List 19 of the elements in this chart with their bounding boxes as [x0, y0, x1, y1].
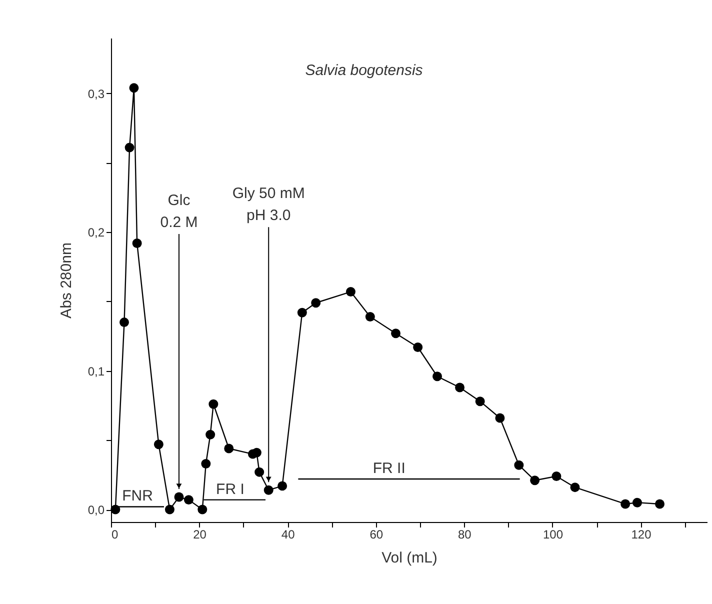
annotation: Gly 50 mM pH 3.0 — [232, 185, 305, 224]
annotation: FR II — [372, 460, 406, 478]
x-tick-label: 40 — [281, 528, 296, 542]
x-tick-label: 100 — [542, 528, 564, 542]
y-axis-title: Abs 280nm — [58, 242, 75, 318]
y-tick-label: 0,0 — [88, 503, 105, 518]
annotation: FR I — [216, 480, 244, 498]
y-tick-label: 0,2 — [88, 226, 105, 240]
y-tick-label: 0,1 — [88, 364, 105, 378]
x-tick-label: 20 — [193, 528, 207, 542]
y-tick-label: 0,3 — [88, 86, 105, 101]
x-tick-label: 80 — [458, 528, 472, 542]
text: Salvia bogotensis — [305, 62, 424, 79]
x-axis-title: Vol (mL) — [382, 550, 438, 566]
x-tick-label: 120 — [631, 528, 652, 542]
annotation: FNR — [122, 488, 154, 505]
annotation: Glc 0.2 M — [160, 192, 198, 232]
x-tick-label: 0 — [112, 528, 118, 542]
x-tick-label: 60 — [370, 528, 384, 542]
